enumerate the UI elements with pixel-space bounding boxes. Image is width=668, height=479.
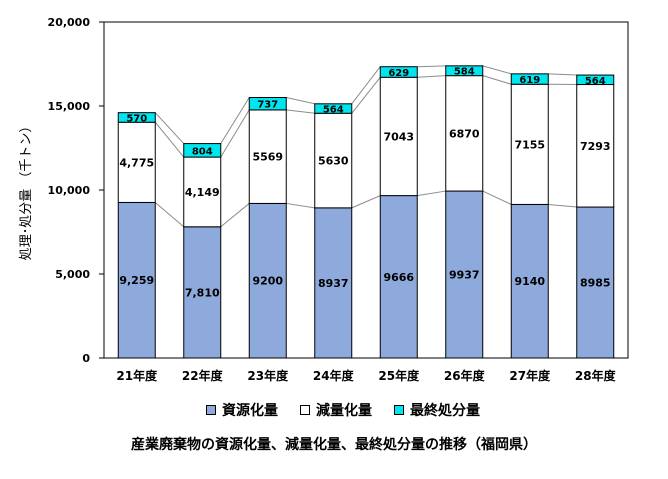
data-label: 9200: [252, 275, 283, 288]
series-line: [352, 77, 381, 113]
data-label: 4,775: [119, 156, 154, 169]
legend-swatch-reduced: [300, 405, 310, 415]
data-label: 8985: [580, 277, 611, 290]
x-tick-label: 23年度: [247, 368, 289, 383]
series-line: [352, 196, 381, 208]
chart-title: 産業廃棄物の資源化量、減量化量、最終処分量の推移（福岡県）: [0, 434, 668, 454]
x-tick-label: 24年度: [313, 368, 355, 383]
y-tick-label: 5,000: [55, 268, 90, 281]
data-label: 7155: [514, 138, 545, 151]
x-tick-label: 22年度: [182, 368, 224, 383]
data-label: 5569: [252, 151, 283, 164]
data-label: 629: [388, 68, 409, 79]
series-line: [417, 66, 446, 67]
data-label: 7293: [580, 140, 611, 153]
y-tick-label: 0: [82, 352, 90, 365]
series-line: [221, 110, 250, 157]
legend-label-final-disposal: 最終処分量: [410, 400, 480, 420]
series-line: [417, 76, 446, 78]
y-tick-label: 10,000: [48, 184, 91, 197]
data-label: 5630: [318, 155, 349, 168]
series-line: [155, 202, 184, 226]
data-label: 7043: [383, 130, 414, 143]
series-line: [483, 191, 512, 204]
x-tick-label: 26年度: [444, 368, 486, 383]
data-label: 619: [519, 75, 540, 86]
x-tick-label: 28年度: [575, 368, 617, 383]
legend-item-recycled: 資源化量: [206, 400, 278, 420]
data-label: 7,810: [185, 286, 220, 299]
series-line: [286, 97, 315, 103]
data-label: 584: [454, 67, 475, 78]
series-line: [221, 203, 250, 226]
data-label: 570: [126, 113, 147, 124]
data-label: 9140: [514, 275, 545, 288]
y-axis-label: 処理･処分量 （千トン）: [19, 120, 34, 261]
x-tick-label: 25年度: [378, 368, 420, 383]
series-line: [483, 76, 512, 85]
legend: 資源化量 減量化量 最終処分量: [206, 400, 502, 420]
series-line: [548, 204, 577, 207]
data-label: 6870: [449, 127, 480, 140]
x-tick-label: 21年度: [116, 368, 158, 383]
series-line: [286, 203, 315, 207]
legend-swatch-final-disposal: [394, 405, 404, 415]
x-tick-label: 27年度: [509, 368, 551, 383]
data-label: 8937: [318, 277, 349, 290]
data-label: 9937: [449, 269, 480, 282]
y-tick-label: 15,000: [48, 100, 91, 113]
series-line: [417, 191, 446, 196]
data-label: 4,149: [185, 186, 220, 199]
series-line: [352, 67, 381, 104]
legend-label-reduced: 減量化量: [316, 400, 372, 420]
plot-frame: [104, 22, 628, 358]
legend-swatch-recycled: [206, 405, 216, 415]
series-line: [286, 110, 315, 113]
legend-label-recycled: 資源化量: [222, 400, 278, 420]
data-label: 9,259: [119, 274, 154, 287]
data-label: 9666: [383, 271, 414, 284]
series-line: [483, 66, 512, 74]
data-label: 564: [585, 76, 606, 87]
legend-item-final-disposal: 最終処分量: [394, 400, 480, 420]
series-line: [548, 74, 577, 75]
data-label: 804: [192, 146, 213, 157]
series-line: [221, 97, 250, 143]
legend-item-reduced: 減量化量: [300, 400, 372, 420]
data-label: 737: [257, 100, 278, 111]
y-tick-label: 20,000: [48, 16, 91, 29]
data-label: 564: [323, 105, 344, 116]
